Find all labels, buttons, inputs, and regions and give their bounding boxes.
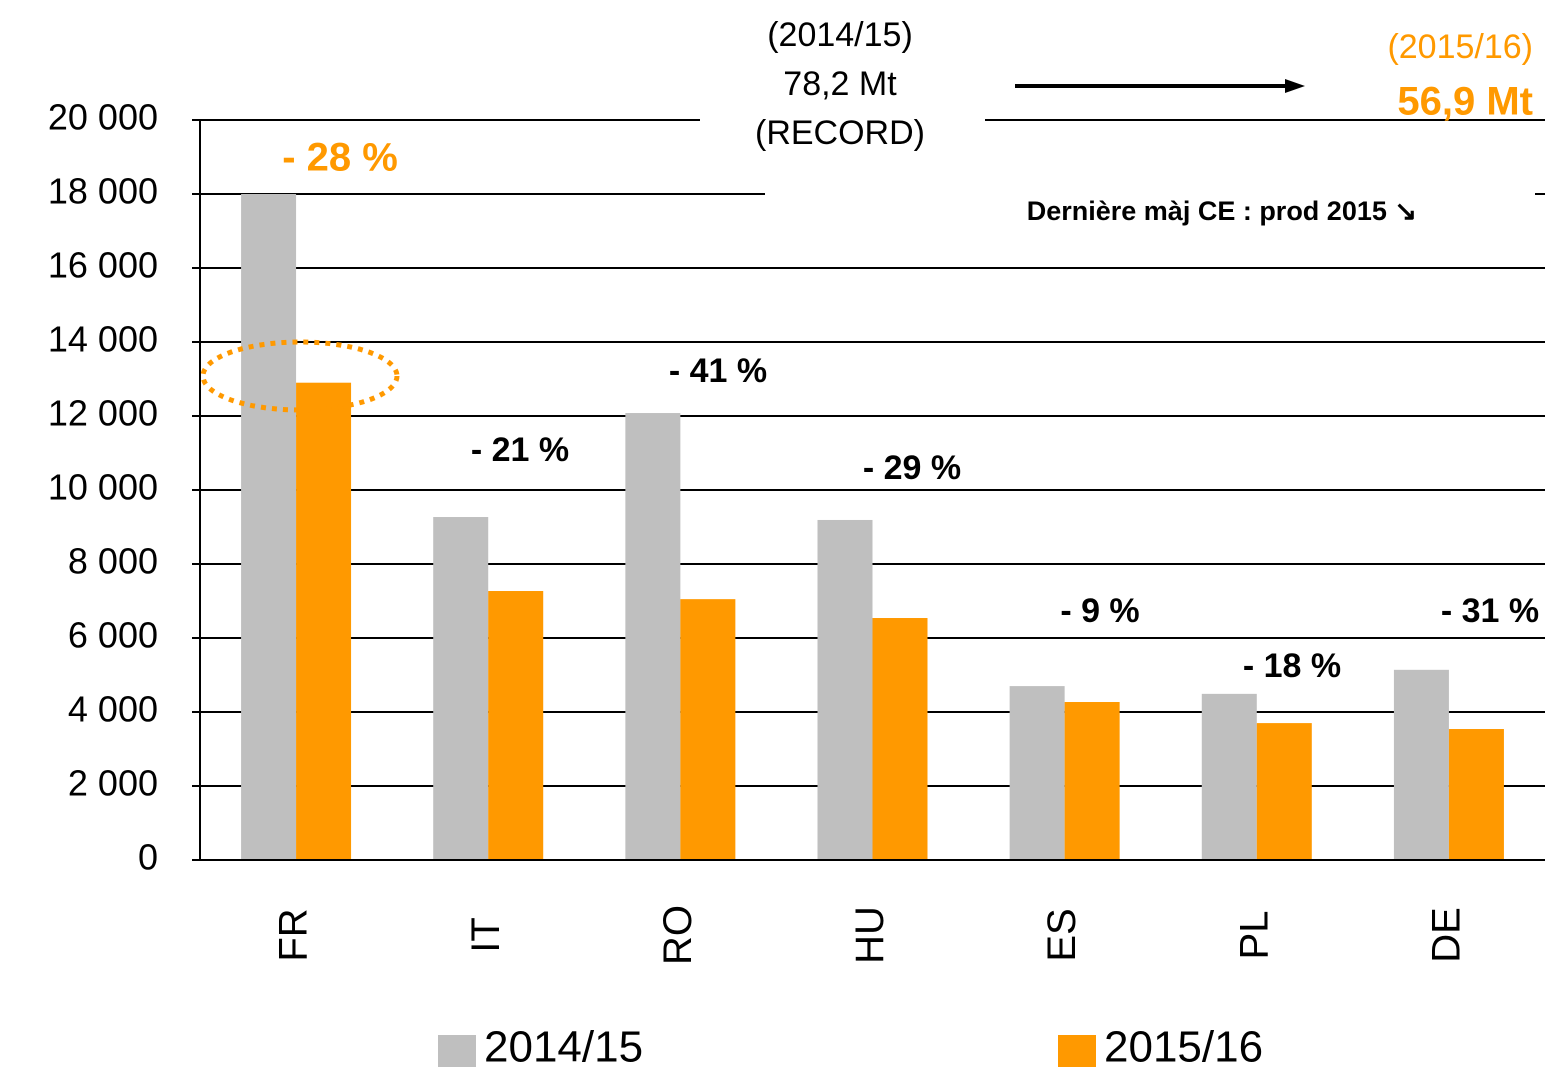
header-text: 78,2 Mt	[783, 65, 897, 103]
bar	[680, 599, 736, 860]
header-text: (2014/15)	[767, 16, 913, 54]
highlight-ellipse	[200, 339, 400, 413]
bar	[296, 382, 352, 860]
legend-label: 2015/16	[1104, 1023, 1263, 1070]
change-label: - 41 %	[669, 352, 767, 390]
change-label: - 18 %	[1243, 647, 1341, 685]
change-label: - 29 %	[863, 449, 961, 487]
y-tick-label: 16 000	[48, 245, 158, 286]
note-mask	[765, 175, 1535, 215]
x-tick-label: ES	[1040, 908, 1084, 961]
x-tick-label: DE	[1424, 907, 1468, 963]
bar	[1201, 693, 1257, 860]
header-text: (RECORD)	[755, 114, 925, 152]
bar	[817, 519, 873, 860]
x-tick-label: RO	[656, 905, 700, 965]
y-tick-label: 6 000	[68, 615, 158, 656]
change-label: - 21 %	[471, 431, 569, 469]
y-tick-label: 14 000	[48, 319, 158, 360]
arrow-head	[1285, 79, 1305, 93]
header-mask	[700, 100, 985, 140]
y-tick-label: 2 000	[68, 763, 158, 804]
x-tick-label: FR	[272, 908, 316, 961]
bar	[1393, 669, 1449, 860]
bar	[488, 591, 544, 860]
y-tick-label: 8 000	[68, 541, 158, 582]
y-tick-label: 18 000	[48, 171, 158, 212]
y-tick-label: 4 000	[68, 689, 158, 730]
bar	[1009, 686, 1065, 860]
legend-swatch	[1058, 1035, 1096, 1067]
x-tick-label: HU	[848, 906, 892, 964]
change-label: - 31 %	[1441, 592, 1539, 630]
bar	[1448, 729, 1504, 860]
x-tick-label: PL	[1232, 911, 1276, 960]
bar	[872, 618, 928, 860]
change-label: - 9 %	[1060, 592, 1139, 630]
bar	[625, 413, 681, 860]
change-label: - 28 %	[282, 136, 398, 180]
y-tick-label: 12 000	[48, 393, 158, 434]
y-tick-label: 10 000	[48, 467, 158, 508]
bar	[1064, 702, 1120, 860]
legend-label: 2014/15	[484, 1023, 643, 1070]
note: Dernière màj CE : prod 2015 ↘	[1027, 196, 1417, 226]
legend-swatch	[438, 1035, 476, 1067]
bar	[433, 517, 489, 860]
header-value: 56,9 Mt	[1397, 80, 1533, 124]
bar	[1256, 723, 1312, 860]
x-tick-label: IT	[464, 917, 508, 953]
y-tick-label: 0	[138, 837, 158, 878]
y-tick-label: 20 000	[48, 97, 158, 138]
header-text: (2015/16)	[1387, 28, 1533, 66]
bar	[241, 194, 297, 860]
